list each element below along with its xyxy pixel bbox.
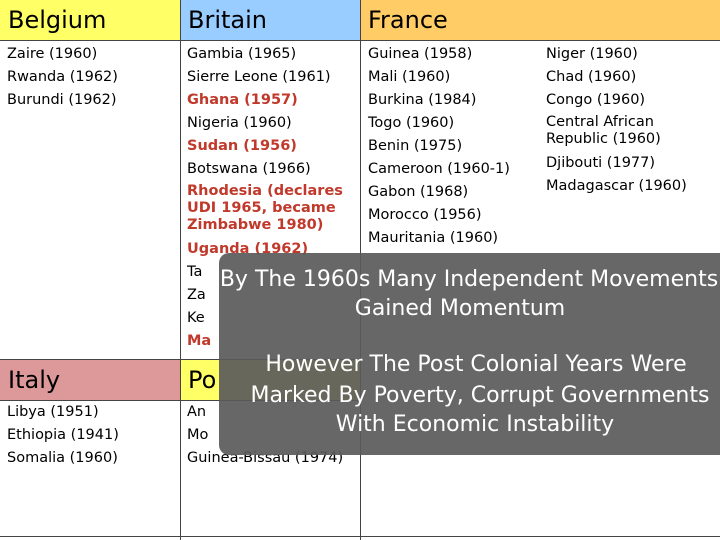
header-france: France <box>360 0 720 41</box>
list-item: Burundi (1962) <box>7 92 117 108</box>
list-item: Madagascar (1960) <box>546 178 687 194</box>
list-item: Mauritania (1960) <box>368 230 499 246</box>
grid-line <box>180 0 181 540</box>
list-item: Rwanda (1962) <box>7 69 118 85</box>
list-item-highlighted: Ghana (1957) <box>187 92 298 108</box>
list-item-highlighted: Sudan (1956) <box>187 138 297 154</box>
overlay-body-2: Marked By Poverty, Corrupt Governments <box>250 383 710 408</box>
overlay-callout <box>219 253 720 455</box>
list-item: Gabon (1968) <box>368 184 469 200</box>
list-item: Libya (1951) <box>7 404 99 420</box>
list-item: Congo (1960) <box>546 92 646 108</box>
list-item: Nigeria (1960) <box>187 115 292 131</box>
list-item-highlighted: Ma <box>187 333 212 349</box>
list-item: Morocco (1956) <box>368 207 482 223</box>
list-item: Guinea (1958) <box>368 46 473 62</box>
overlay-body-1: However The Post Colonial Years Were <box>265 352 687 377</box>
list-item: Djibouti (1977) <box>546 155 656 171</box>
list-item: Burkina (1984) <box>368 92 477 108</box>
overlay-headline-1: By The 1960s Many Independent Movements <box>219 267 719 292</box>
list-item: Somalia (1960) <box>7 450 118 466</box>
italy-list: Libya (1951) Ethiopia (1941) Somalia (19… <box>7 401 119 470</box>
list-item: Benin (1975) <box>368 138 463 154</box>
belgium-list: Zaire (1960) Rwanda (1962) Burundi (1962… <box>7 43 118 112</box>
france-list-2: Niger (1960) Chad (1960) Congo (1960) Ce… <box>546 43 706 198</box>
list-item-highlighted: Rhodesia (declares UDI 1965, became Zimb… <box>187 183 343 233</box>
list-item: Ethiopia (1941) <box>7 427 119 443</box>
list-item: Togo (1960) <box>368 115 455 131</box>
britain-list: Gambia (1965) Sierre Leone (1961) Ghana … <box>187 43 352 353</box>
grid-line <box>0 536 720 537</box>
overlay-headline-2: Gained Momentum <box>354 296 566 321</box>
list-item: Central African Republic (1960) <box>546 114 661 147</box>
list-item: Mali (1960) <box>368 69 451 85</box>
list-item: Niger (1960) <box>546 46 638 62</box>
list-item: An <box>187 404 207 420</box>
list-item: Cameroon (1960-1) <box>368 161 510 177</box>
list-item: Chad (1960) <box>546 69 637 85</box>
header-britain: Britain <box>180 0 360 41</box>
list-item: Sierre Leone (1961) <box>187 69 331 85</box>
list-item: Zaire (1960) <box>7 46 98 62</box>
header-italy: Italy <box>0 359 180 401</box>
list-item: Ta <box>187 264 203 280</box>
header-belgium: Belgium <box>0 0 180 41</box>
list-item: Ke <box>187 310 205 326</box>
france-list-1: Guinea (1958) Mali (1960) Burkina (1984)… <box>368 43 510 250</box>
list-item: Botswana (1966) <box>187 161 311 177</box>
list-item: Za <box>187 287 206 303</box>
list-item: Mo <box>187 427 209 443</box>
list-item: Gambia (1965) <box>187 46 297 62</box>
overlay-body-3: With Economic Instability <box>335 412 615 437</box>
